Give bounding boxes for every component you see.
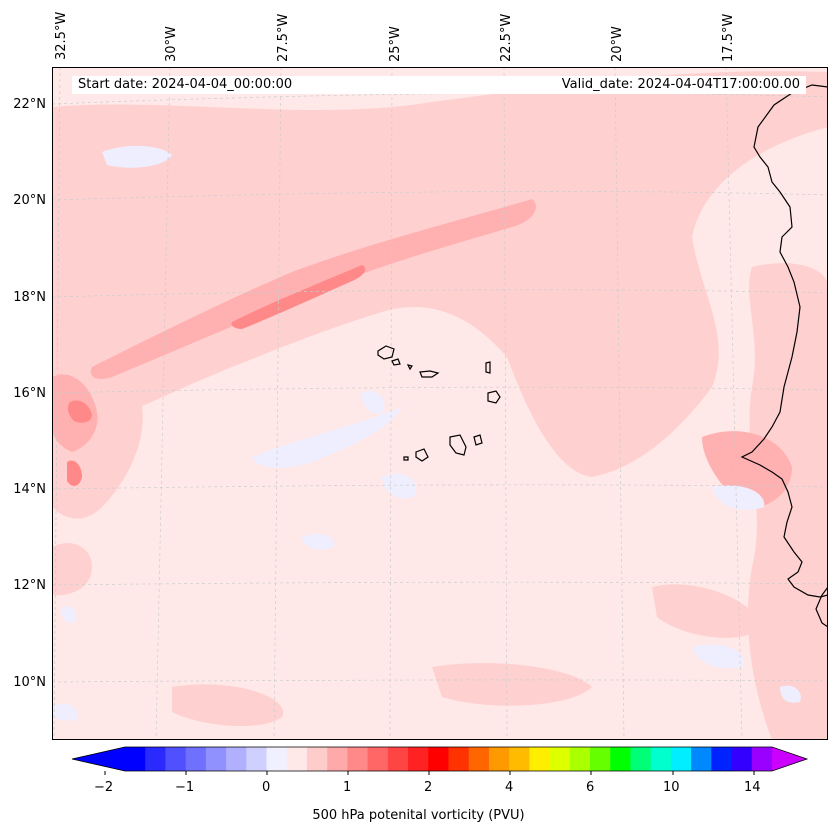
- pv-strong-region: [67, 460, 82, 486]
- colorbar-extend-min: [72, 747, 125, 771]
- pv-negative-region: [302, 533, 335, 550]
- colorbar-segment: [387, 747, 409, 771]
- colorbar-tick-label: 2: [424, 780, 433, 795]
- pv-pale-region: [432, 663, 592, 706]
- island-outlines: [377, 345, 501, 462]
- colorbar-segment: [569, 747, 591, 771]
- pv-strong-region: [67, 400, 92, 423]
- colorbar-segment: [306, 747, 328, 771]
- colorbar-segment: [347, 747, 369, 771]
- pv-negative-region: [102, 145, 172, 168]
- colorbar-outline: [71, 746, 809, 772]
- colorbar-segment: [408, 747, 429, 771]
- colorbar-extend-max: [772, 747, 807, 771]
- colorbar-tick-label: 6: [586, 780, 595, 795]
- pv-negative-region: [692, 644, 744, 669]
- pv-negative-region: [361, 390, 385, 414]
- pv-pale-region: [52, 543, 92, 596]
- pv-pale-region: [172, 684, 284, 727]
- pv-medium-region: [702, 431, 792, 508]
- colorbar-segment: [529, 747, 551, 771]
- colorbar-tick-label: 10: [663, 780, 680, 795]
- colorbar-segment: [509, 747, 530, 771]
- colorbar-tick-label: 1: [343, 780, 352, 795]
- info-box: Start date: 2024-04-04_00:00:00 Valid_da…: [72, 76, 806, 94]
- colorbar-segment: [448, 747, 470, 771]
- lat-label: 10°N: [13, 675, 46, 690]
- lat-label: 20°N: [13, 193, 46, 208]
- pv-negative-region: [712, 485, 765, 511]
- pv-pale-region: [652, 584, 762, 638]
- colorbar-segment: [286, 747, 308, 771]
- pv-negative-region: [780, 685, 801, 703]
- colorbar-segment: [549, 747, 571, 771]
- colorbar-tick-label: −1: [175, 780, 195, 795]
- colorbar-segment: [327, 747, 348, 771]
- colorbar-segment: [125, 747, 146, 771]
- colorbar-segment: [468, 747, 490, 771]
- colorbar-segment: [266, 747, 288, 771]
- colorbar-segment: [650, 747, 672, 771]
- pv-negative-region: [61, 606, 77, 623]
- colorbar-title: 500 hPa potenital vorticity (PVU): [312, 808, 525, 823]
- colorbar-segment: [670, 747, 692, 771]
- graticule: [52, 67, 828, 740]
- colorbar-segment: [590, 747, 611, 771]
- coastline: [740, 84, 828, 598]
- colorbar-tick-label: 0: [262, 780, 271, 795]
- colorbar-segment: [488, 747, 510, 771]
- colorbar-tick-label: 4: [505, 780, 514, 795]
- colorbar-segment: [246, 747, 268, 771]
- start-date-label: Start date: 2024-04-04_00:00:00: [78, 77, 293, 92]
- colorbar-segment: [367, 747, 389, 771]
- colorbar-segment: [226, 747, 247, 771]
- valid-date-label: Valid_date: 2024-04-04T17:00:00.00: [561, 77, 800, 92]
- colorbar-segment: [185, 747, 207, 771]
- lat-label: 16°N: [13, 386, 46, 401]
- pv-negative-region: [52, 703, 78, 721]
- colorbar-segment: [731, 747, 753, 771]
- colorbar-segment: [630, 747, 652, 771]
- colorbar-segment: [205, 747, 227, 771]
- coastline: [815, 586, 828, 628]
- colorbar-segment: [751, 747, 773, 771]
- pv-pale-region: [52, 71, 828, 477]
- pv-strong-region: [231, 265, 366, 329]
- lat-label: 18°N: [13, 290, 46, 305]
- pv-negative-region: [252, 407, 402, 469]
- colorbar-tick-label: 14: [744, 780, 761, 795]
- colorbar-tick-label: −2: [94, 780, 114, 795]
- map-panel: [52, 67, 828, 740]
- colorbar-segment: [145, 747, 166, 771]
- lat-label: 14°N: [13, 482, 46, 497]
- lat-label: 12°N: [13, 578, 46, 593]
- colorbar-segment: [711, 747, 733, 771]
- lat-label: 22°N: [13, 97, 46, 112]
- colorbar-segment: [428, 747, 449, 771]
- pv-pale-region: [748, 263, 828, 740]
- colorbar-segment: [165, 747, 187, 771]
- colorbar-segment: [610, 747, 631, 771]
- colorbar-segment: [691, 747, 712, 771]
- pv-negative-region: [382, 473, 417, 499]
